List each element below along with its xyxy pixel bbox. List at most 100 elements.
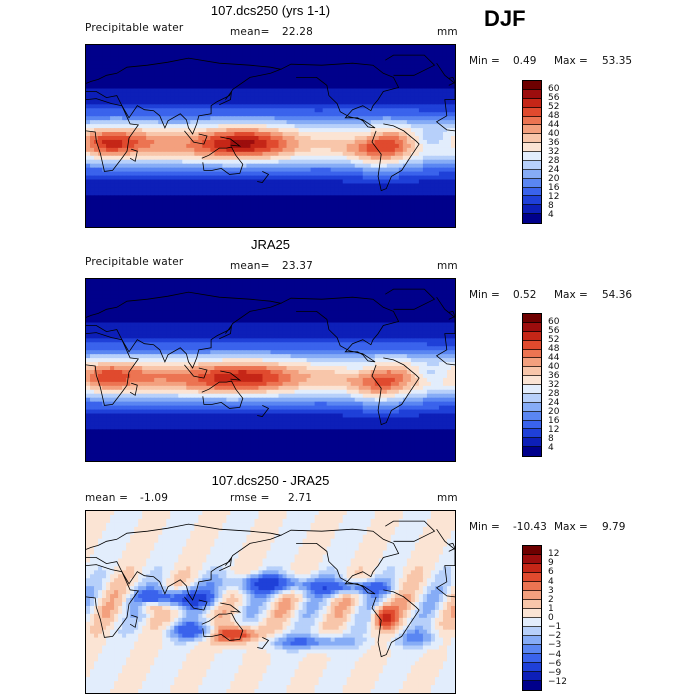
field-cell	[266, 286, 272, 292]
field-cell	[110, 159, 115, 165]
field-cell	[218, 84, 223, 90]
field-cell	[222, 219, 227, 224]
field-cell	[350, 147, 356, 153]
field-cell	[262, 76, 268, 82]
field-cell	[262, 104, 268, 109]
field-cell	[210, 155, 215, 161]
field-cell	[178, 132, 183, 137]
field-cell	[434, 155, 440, 161]
field-cell	[90, 136, 95, 141]
field-cell	[98, 279, 103, 284]
field-cell	[202, 151, 207, 157]
field-cell	[418, 72, 424, 78]
colorbar-tick-label: 32	[548, 147, 560, 157]
field-cell	[366, 159, 372, 165]
field-cell	[222, 187, 227, 192]
field-cell	[382, 96, 388, 101]
field-cell	[334, 223, 340, 227]
field-cell	[370, 179, 376, 185]
field-cell	[358, 132, 364, 137]
field-cell	[158, 187, 163, 192]
field-cell	[322, 219, 328, 224]
field-cell	[362, 112, 368, 117]
field-cell	[418, 215, 424, 220]
field-cell	[382, 92, 388, 98]
field-cell	[230, 128, 235, 133]
field-cell	[438, 132, 444, 137]
field-cell	[338, 151, 344, 157]
field-cell	[206, 191, 211, 196]
field-cell	[198, 96, 203, 101]
field-cell	[278, 163, 284, 169]
field-cell	[286, 132, 292, 137]
field-cell	[118, 199, 123, 204]
field-cell	[290, 171, 296, 177]
field-cell	[250, 116, 256, 121]
field-cell	[226, 282, 231, 288]
field-cell	[142, 207, 147, 212]
field-cell	[238, 298, 244, 304]
field-cell	[162, 116, 167, 121]
field-cell	[254, 88, 260, 94]
field-cell	[386, 112, 392, 117]
field-cell	[242, 48, 248, 54]
field-cell	[446, 211, 452, 216]
field-cell	[406, 68, 412, 74]
field-cell	[190, 108, 195, 113]
field-cell	[238, 132, 244, 137]
field-cell	[258, 48, 264, 54]
field-cell	[298, 80, 304, 86]
field-cell	[122, 298, 127, 304]
field-cell	[262, 52, 268, 58]
field-cell	[342, 219, 348, 224]
field-cell	[238, 48, 244, 54]
field-cell	[194, 175, 199, 181]
field-cell	[274, 207, 280, 212]
field-cell	[178, 290, 183, 296]
field-cell	[378, 56, 384, 62]
field-cell	[150, 199, 155, 204]
field-cell	[298, 128, 304, 133]
field-cell	[298, 60, 304, 66]
field-cell	[326, 96, 332, 101]
field-cell	[182, 80, 187, 86]
field-cell	[178, 84, 183, 90]
field-cell	[402, 223, 408, 227]
field-cell	[290, 279, 296, 284]
field-cell	[242, 108, 248, 113]
field-cell	[434, 159, 440, 165]
field-cell	[434, 203, 440, 208]
field-cell	[282, 80, 288, 86]
field-cell	[226, 211, 231, 216]
field-cell	[274, 52, 280, 58]
field-cell	[170, 136, 175, 141]
field-cell	[162, 84, 167, 90]
field-cell	[130, 112, 135, 117]
field-cell	[282, 136, 288, 141]
field-cell	[234, 143, 240, 149]
colorbar-swatch	[523, 178, 541, 188]
field-cell	[202, 147, 207, 153]
field-cell	[306, 183, 312, 189]
field-cell	[282, 100, 288, 105]
field-cell	[206, 68, 211, 74]
field-cell	[278, 159, 284, 165]
field-cell	[150, 116, 155, 121]
field-cell	[302, 84, 308, 90]
field-cell	[426, 120, 432, 125]
field-cell	[302, 223, 308, 227]
field-cell	[254, 112, 260, 117]
field-cell	[354, 45, 360, 50]
field-cell	[210, 92, 215, 98]
field-cell	[322, 108, 328, 113]
field-cell	[414, 92, 420, 98]
field-cell	[122, 84, 127, 90]
field-cell	[106, 147, 111, 153]
field-cell	[190, 279, 195, 284]
field-cell	[294, 56, 300, 62]
field-cell	[226, 132, 231, 137]
field-cell	[234, 155, 240, 161]
field-cell	[138, 52, 143, 58]
field-cell	[322, 187, 328, 192]
field-cell	[258, 171, 264, 177]
